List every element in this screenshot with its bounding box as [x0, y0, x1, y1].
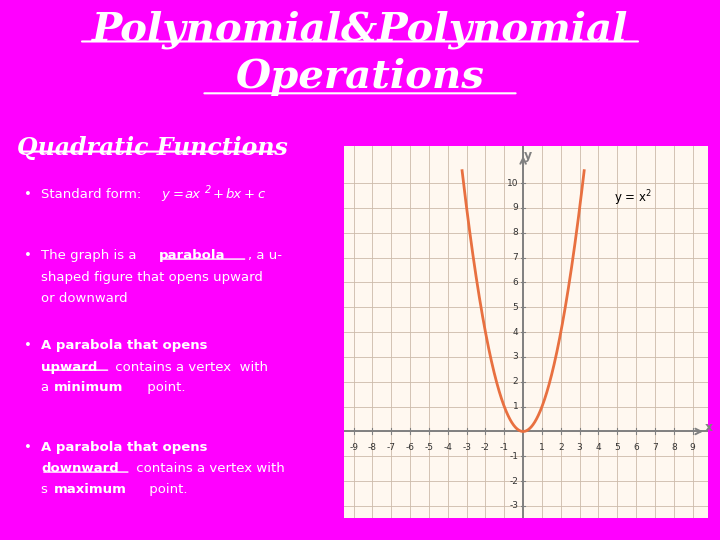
Text: s: s [41, 483, 52, 496]
Text: -2: -2 [510, 477, 518, 485]
Text: Operations: Operations [235, 58, 485, 96]
Text: y: y [161, 187, 169, 200]
Text: -5: -5 [424, 443, 433, 451]
Text: minimum: minimum [54, 381, 123, 394]
Text: y: y [523, 149, 532, 162]
Text: •: • [24, 441, 32, 454]
Text: •: • [24, 187, 32, 200]
Text: 1: 1 [539, 443, 545, 451]
Text: A parabola that opens: A parabola that opens [41, 441, 207, 454]
Text: 9: 9 [513, 204, 518, 212]
Text: 8: 8 [513, 228, 518, 237]
Text: +: + [244, 187, 259, 200]
Text: 6: 6 [634, 443, 639, 451]
Text: Polynomial&Polynomial: Polynomial&Polynomial [92, 10, 628, 49]
Text: Standard form:: Standard form: [41, 187, 145, 200]
Text: 4: 4 [513, 328, 518, 336]
Text: y = x$^2$: y = x$^2$ [613, 188, 652, 207]
Text: 7: 7 [652, 443, 658, 451]
Text: The graph is a: The graph is a [41, 249, 141, 262]
Text: 1: 1 [513, 402, 518, 411]
Text: 5: 5 [614, 443, 620, 451]
Text: downward: downward [41, 462, 119, 475]
Text: , a u-: , a u- [248, 249, 282, 262]
Text: -3: -3 [510, 502, 518, 510]
Text: 10: 10 [507, 179, 518, 187]
Text: +: + [213, 187, 228, 200]
Text: 7: 7 [513, 253, 518, 262]
Text: bx: bx [225, 187, 242, 200]
Text: •: • [24, 340, 32, 353]
Text: 2: 2 [558, 443, 564, 451]
Text: shaped figure that opens upward: shaped figure that opens upward [41, 272, 263, 285]
Text: =: = [172, 187, 184, 200]
Text: x: x [705, 421, 713, 434]
Text: -6: -6 [405, 443, 415, 451]
Text: contains a vertex with: contains a vertex with [132, 462, 284, 475]
Text: contains a vertex  with: contains a vertex with [112, 361, 269, 374]
Text: A parabola that opens: A parabola that opens [41, 340, 207, 353]
Text: -1: -1 [510, 452, 518, 461]
Text: 6: 6 [513, 278, 518, 287]
Text: -7: -7 [387, 443, 396, 451]
Text: 2: 2 [204, 185, 211, 195]
Text: maximum: maximum [54, 483, 127, 496]
Text: 5: 5 [513, 303, 518, 312]
Text: 4: 4 [595, 443, 601, 451]
Text: c: c [257, 187, 264, 200]
Text: -3: -3 [462, 443, 471, 451]
Text: 2: 2 [513, 377, 518, 386]
Text: -1: -1 [500, 443, 509, 451]
Text: 3: 3 [513, 353, 518, 361]
Text: point.: point. [145, 483, 188, 496]
Text: a: a [41, 381, 53, 394]
Text: -8: -8 [368, 443, 377, 451]
Text: 8: 8 [671, 443, 677, 451]
Text: 3: 3 [577, 443, 582, 451]
Text: ax: ax [185, 187, 201, 200]
Text: -9: -9 [349, 443, 358, 451]
Text: parabola: parabola [159, 249, 225, 262]
Text: •: • [24, 249, 32, 262]
Text: or downward: or downward [41, 292, 127, 305]
Text: 9: 9 [690, 443, 696, 451]
Text: Quadratic Functions: Quadratic Functions [17, 136, 288, 160]
Text: upward: upward [41, 361, 97, 374]
Text: -4: -4 [444, 443, 452, 451]
Text: point.: point. [143, 381, 185, 394]
Text: -2: -2 [481, 443, 490, 451]
